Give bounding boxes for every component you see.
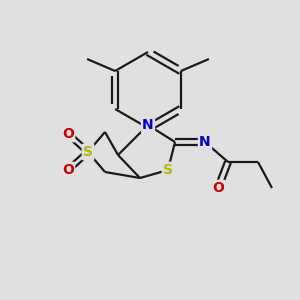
Text: S: S xyxy=(163,163,173,177)
Text: S: S xyxy=(83,145,93,159)
Text: N: N xyxy=(142,118,154,132)
Text: O: O xyxy=(62,163,74,177)
Text: O: O xyxy=(62,127,74,141)
Text: N: N xyxy=(199,135,211,149)
Text: O: O xyxy=(212,181,224,195)
